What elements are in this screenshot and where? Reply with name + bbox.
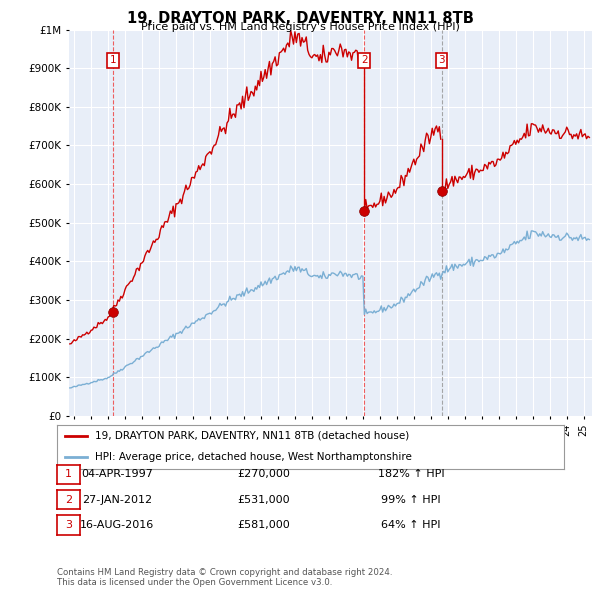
Text: 182% ↑ HPI: 182% ↑ HPI <box>377 470 445 479</box>
Text: £531,000: £531,000 <box>238 495 290 504</box>
Text: 04-APR-1997: 04-APR-1997 <box>81 470 153 479</box>
Text: 1: 1 <box>65 470 72 479</box>
Text: Price paid vs. HM Land Registry's House Price Index (HPI): Price paid vs. HM Land Registry's House … <box>140 22 460 32</box>
Text: 19, DRAYTON PARK, DAVENTRY, NN11 8TB: 19, DRAYTON PARK, DAVENTRY, NN11 8TB <box>127 11 473 25</box>
Text: 3: 3 <box>65 520 72 530</box>
Text: 1: 1 <box>109 55 116 65</box>
Text: 3: 3 <box>438 55 445 65</box>
Text: 2: 2 <box>65 495 72 504</box>
Text: HPI: Average price, detached house, West Northamptonshire: HPI: Average price, detached house, West… <box>95 452 412 461</box>
Text: 2: 2 <box>361 55 367 65</box>
Text: 16-AUG-2016: 16-AUG-2016 <box>80 520 154 530</box>
Text: 19, DRAYTON PARK, DAVENTRY, NN11 8TB (detached house): 19, DRAYTON PARK, DAVENTRY, NN11 8TB (de… <box>95 431 409 441</box>
Text: £270,000: £270,000 <box>238 470 290 479</box>
Text: £581,000: £581,000 <box>238 520 290 530</box>
Text: Contains HM Land Registry data © Crown copyright and database right 2024.
This d: Contains HM Land Registry data © Crown c… <box>57 568 392 587</box>
Text: 99% ↑ HPI: 99% ↑ HPI <box>381 495 441 504</box>
Text: 64% ↑ HPI: 64% ↑ HPI <box>381 520 441 530</box>
Text: 27-JAN-2012: 27-JAN-2012 <box>82 495 152 504</box>
